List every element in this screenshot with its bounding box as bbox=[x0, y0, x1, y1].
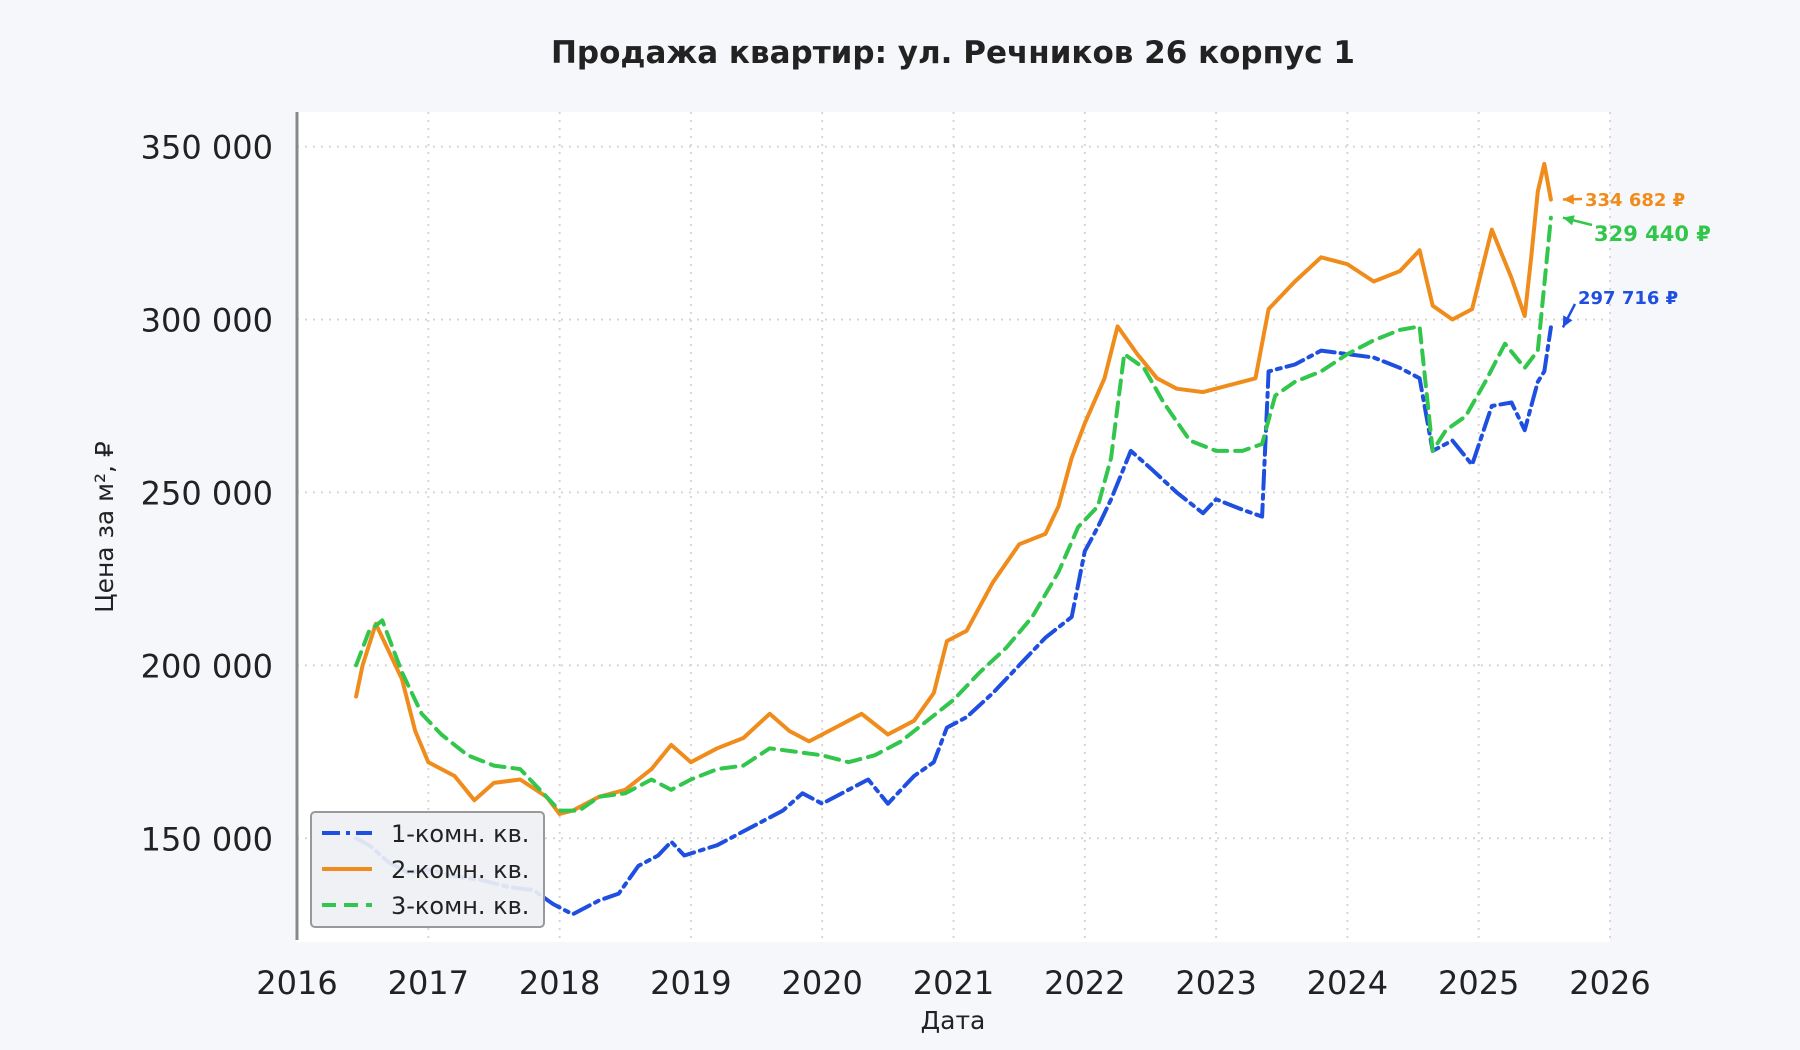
x-tick-label: 2018 bbox=[519, 964, 600, 1002]
series-layer bbox=[354, 161, 1553, 917]
x-tick-label: 2026 bbox=[1569, 964, 1650, 1002]
y-tick-label: 150 000 bbox=[141, 820, 273, 858]
legend: 1-комн. кв. 2-комн. кв. 3-комн. кв. bbox=[310, 811, 545, 928]
series-line-1 bbox=[354, 325, 1553, 917]
annotation-label: 334 682 ₽ bbox=[1585, 190, 1685, 211]
legend-label-2: 2-комн. кв. bbox=[391, 856, 529, 884]
series-line-3 bbox=[354, 215, 1553, 813]
x-tick-label: 2025 bbox=[1438, 964, 1519, 1002]
y-tick-labels: 150 000 200 000 250 000 300 000 350 000 bbox=[141, 129, 273, 859]
annotation-arrowhead bbox=[1562, 194, 1574, 205]
x-tick-label: 2021 bbox=[913, 964, 994, 1002]
x-tick-label: 2017 bbox=[388, 964, 469, 1002]
x-tick-label: 2024 bbox=[1307, 964, 1388, 1002]
y-tick-label: 300 000 bbox=[141, 302, 273, 340]
x-tick-label: 2019 bbox=[650, 964, 731, 1002]
annotation-arrowhead bbox=[1562, 215, 1575, 226]
annotation-arrowhead bbox=[1562, 315, 1573, 328]
legend-box bbox=[310, 811, 545, 928]
y-axis-label: Цена за м², ₽ bbox=[90, 441, 119, 613]
grid bbox=[297, 112, 1611, 942]
x-tick-label: 2020 bbox=[781, 964, 862, 1002]
y-tick-label: 200 000 bbox=[141, 647, 273, 685]
annotation-layer: 334 682 ₽ 329 440 ₽ 297 716 ₽ bbox=[1561, 190, 1711, 328]
legend-label-1: 1-комн. кв. bbox=[391, 820, 529, 848]
y-tick-label: 350 000 bbox=[141, 129, 273, 167]
y-tick-label: 250 000 bbox=[141, 474, 273, 512]
legend-label-3: 3-комн. кв. bbox=[391, 892, 529, 920]
x-tick-label: 2023 bbox=[1175, 964, 1256, 1002]
chart-title: Продажа квартир: ул. Речников 26 корпус … bbox=[551, 35, 1355, 71]
series-line-2 bbox=[354, 161, 1553, 816]
annotation-label: 329 440 ₽ bbox=[1594, 222, 1711, 246]
annotation-label: 297 716 ₽ bbox=[1578, 288, 1678, 309]
x-axis-label: Дата bbox=[921, 1006, 986, 1035]
x-tick-label: 2016 bbox=[256, 964, 337, 1002]
x-tick-label: 2022 bbox=[1044, 964, 1125, 1002]
plot-area bbox=[296, 112, 1610, 942]
x-tick-labels: 2016 2017 2018 2019 2020 2021 2022 2023 2024 2025… bbox=[256, 964, 1650, 1002]
